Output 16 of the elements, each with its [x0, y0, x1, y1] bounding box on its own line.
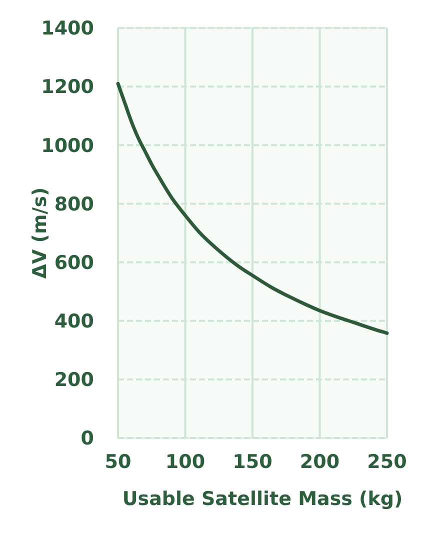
y-tick-label: 0 — [80, 428, 94, 450]
y-tick-label: 400 — [54, 310, 94, 333]
x-tick-label: 150 — [232, 451, 272, 473]
y-tick-label: 1200 — [41, 76, 94, 98]
x-tick-label: 250 — [367, 451, 407, 473]
y-tick-label: 1000 — [41, 134, 94, 157]
y-tick-label: 600 — [54, 252, 94, 274]
x-tick-label: 100 — [165, 451, 206, 473]
y-axis-title: ΔV (m/s) — [29, 187, 51, 279]
x-tick-label: 50 — [104, 451, 132, 473]
line-series — [116, 82, 389, 335]
y-tick-label: 800 — [54, 193, 94, 216]
y-tick-label: 1400 — [41, 18, 94, 40]
x-axis-title: Usable Satellite Mass (kg) — [122, 488, 403, 510]
x-tick-label: 200 — [300, 451, 340, 473]
y-tick-label: 200 — [54, 369, 94, 392]
